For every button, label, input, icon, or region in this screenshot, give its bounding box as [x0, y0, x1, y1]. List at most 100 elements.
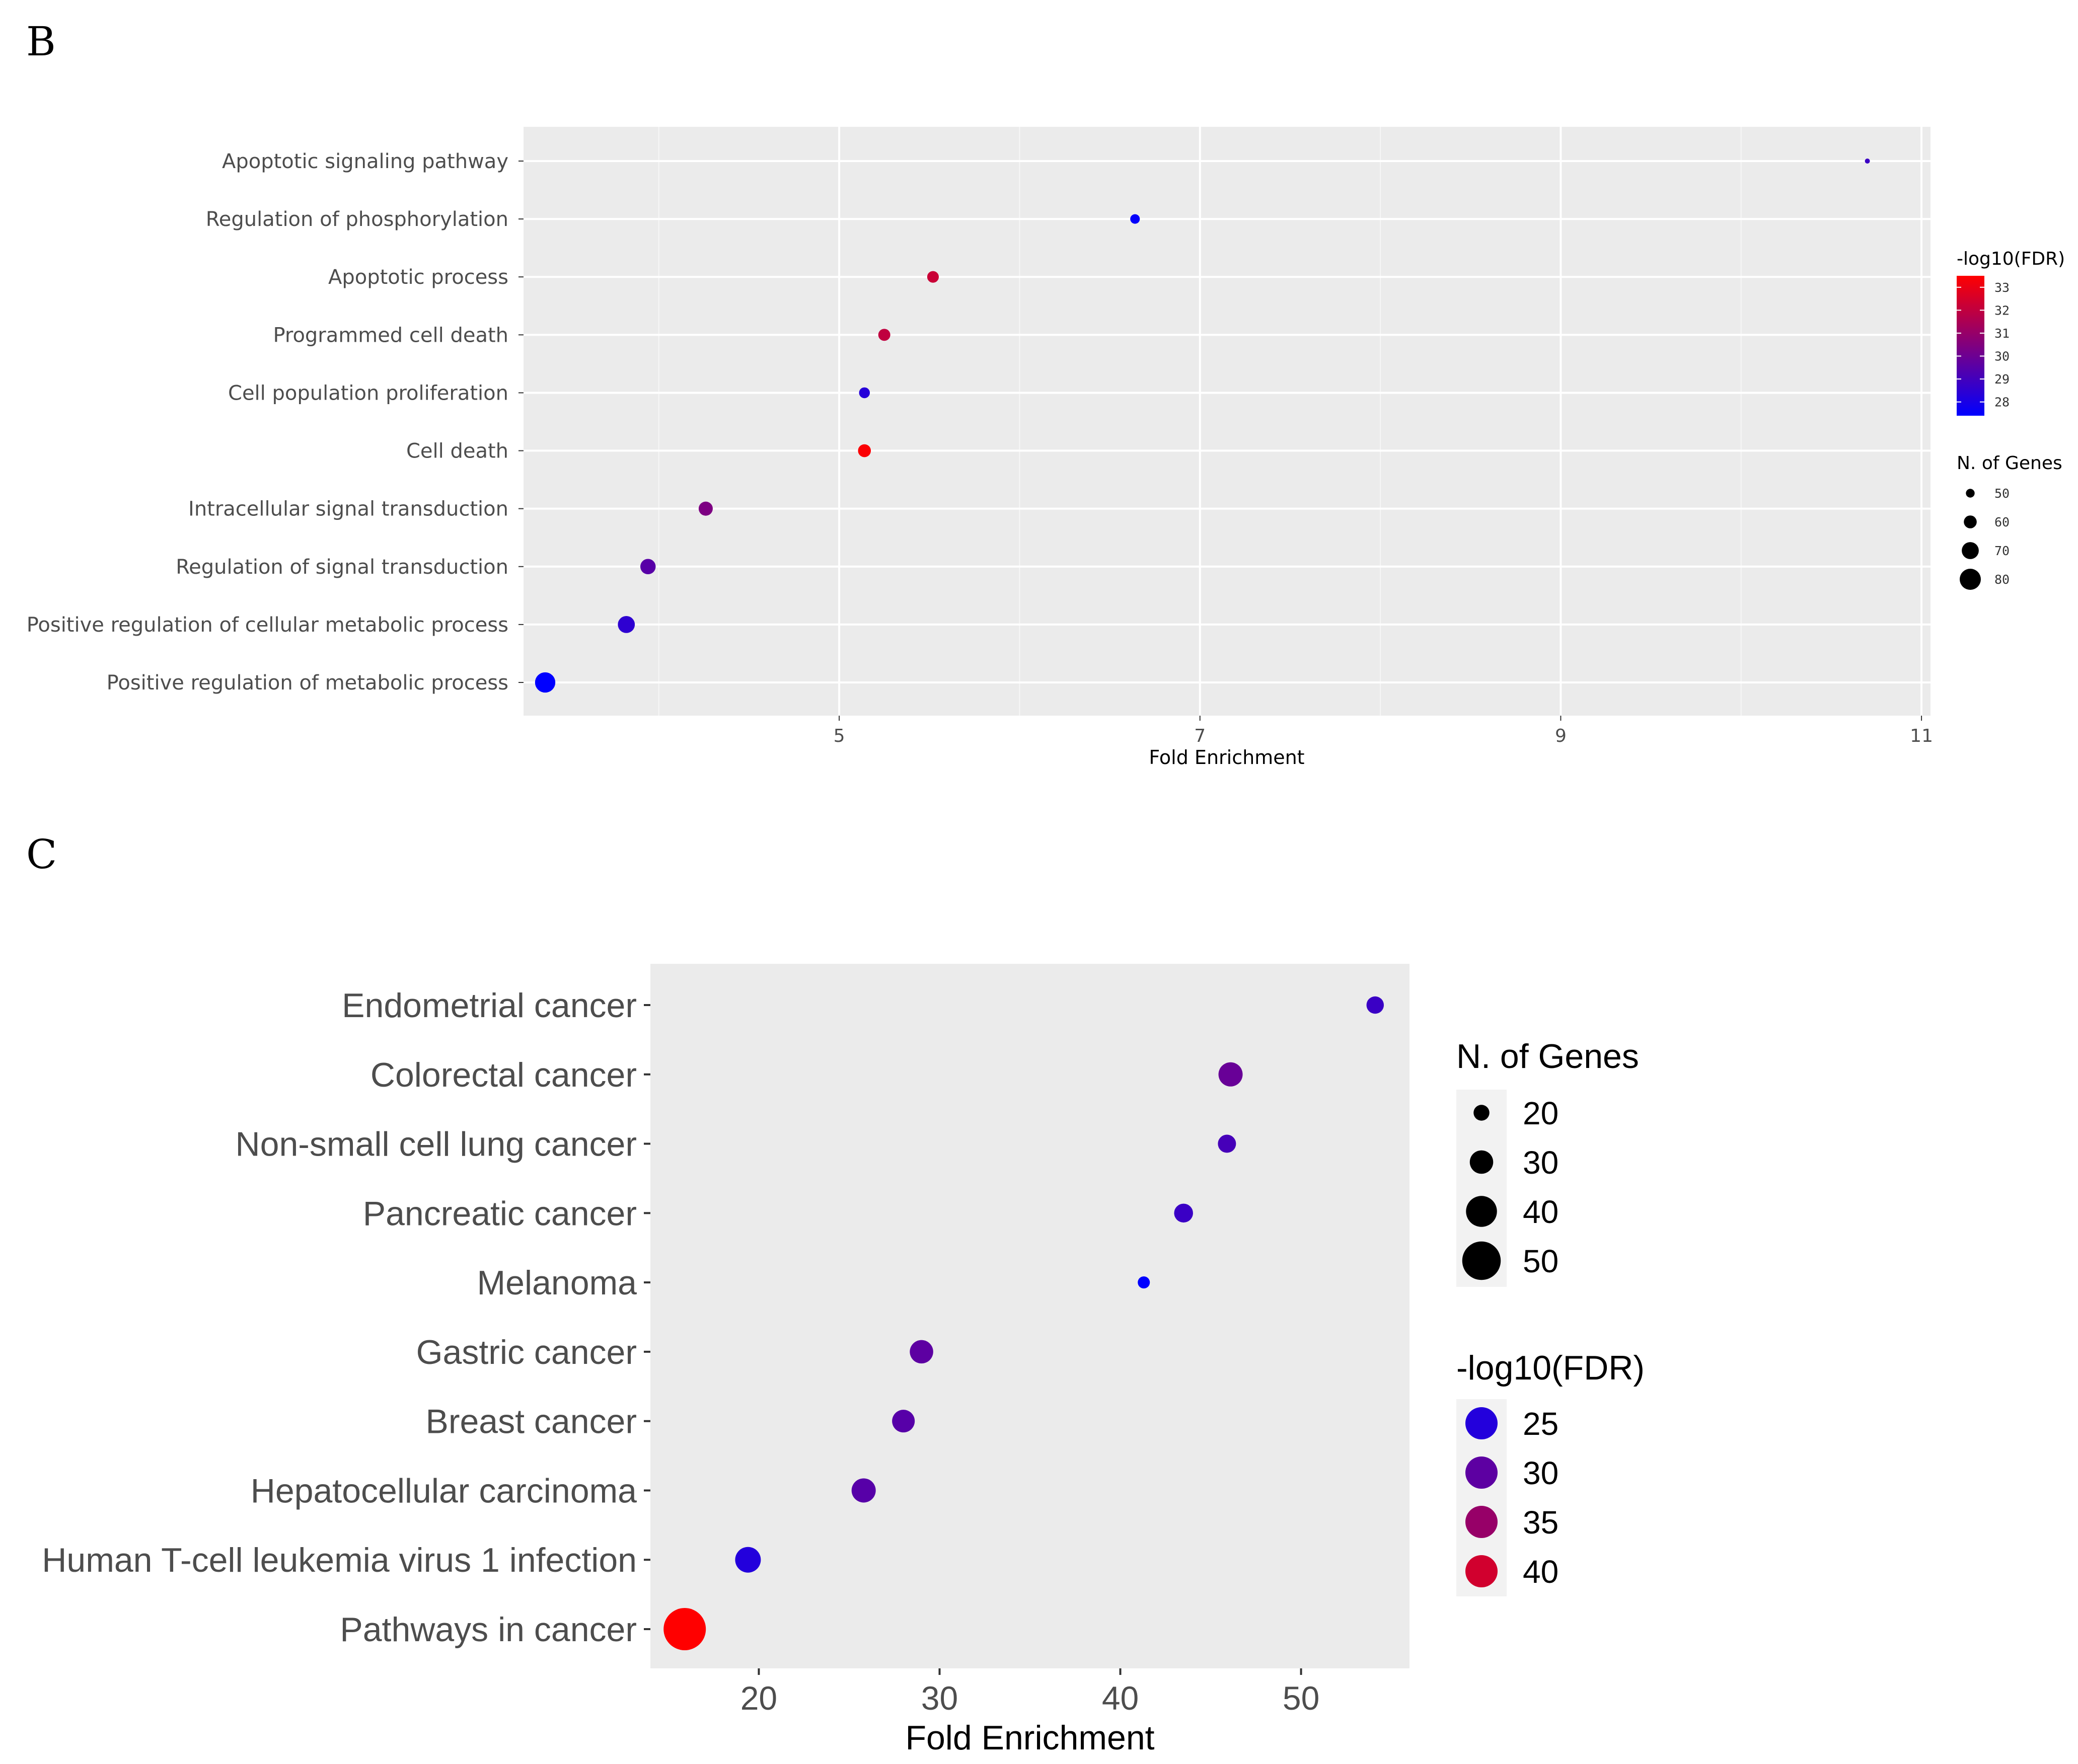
- chart-c-x-tick-label: 30: [921, 1679, 958, 1717]
- chart-b-color-legend-title: -log10(FDR): [1957, 249, 2065, 269]
- chart-c-point-non-small-cell-lung-cancer: [1218, 1134, 1236, 1153]
- chart-b-gridlines: [524, 127, 1931, 716]
- chart-b-point-cell-population-proliferation: [859, 387, 870, 399]
- chart-b-size-legend: 50 60 70 80: [1960, 486, 2010, 590]
- chart-c-point-endometrial-cancer: [1366, 996, 1384, 1014]
- chart-c-x-axis: 20 30 40 50: [740, 1668, 1319, 1717]
- chart-c-color-legend-dot: [1465, 1407, 1498, 1439]
- chart-c: Endometrial cancer Colorectal cancer Non-s…: [42, 964, 1645, 1757]
- chart-c-size-legend-dot: [1466, 1196, 1497, 1227]
- chart-b-legend: -log10(FDR) 33 32 31 30 29 28 N. of Genes 50 6…: [1957, 249, 2065, 590]
- chart-b-colorbar-label: 28: [1994, 395, 2010, 410]
- chart-c-category-label-colorectal-cancer: Colorectal cancer: [370, 1056, 637, 1094]
- chart-c-y-axis: Endometrial cancer Colorectal cancer Non-s…: [42, 986, 650, 1649]
- panel-b-label: B: [26, 18, 56, 65]
- chart-c-size-legend-dot: [1469, 1150, 1494, 1174]
- chart-b-category-label-cell-death: Cell death: [406, 440, 508, 463]
- chart-c-category-label-hepatocellular-carcinoma: Hepatocellular carcinoma: [251, 1472, 637, 1510]
- chart-c-category-label-pathways-in-cancer: Pathways in cancer: [340, 1610, 637, 1649]
- chart-b-point-regulation-of-signal-transduction: [640, 559, 656, 575]
- chart-b-colorbar-label: 32: [1994, 303, 2010, 318]
- chart-b-points: [535, 159, 1870, 693]
- chart-c-category-label-gastric-cancer: Gastric cancer: [416, 1333, 637, 1371]
- chart-c-x-tick-label: 40: [1102, 1679, 1139, 1717]
- chart-b-colorbar-label: 30: [1994, 349, 2010, 364]
- panel-c-label: C: [26, 831, 57, 878]
- chart-b-plot-background: [524, 127, 1931, 716]
- chart-b-size-legend-dot: [1964, 515, 1977, 528]
- chart-b-x-axis: 5 7 9 11: [834, 716, 1933, 746]
- chart-c-point-breast-cancer: [892, 1410, 915, 1433]
- chart-c-category-label-human-t-cell-leukemia-virus-1-infection: Human T-cell leukemia virus 1 infection: [42, 1541, 637, 1579]
- chart-b-point-apoptotic-signaling-pathway: [1865, 159, 1870, 164]
- chart-b-x-tick-label: 11: [1910, 726, 1933, 746]
- chart-b-size-legend-label: 70: [1994, 544, 2010, 558]
- chart-c-x-tick-label: 50: [1283, 1679, 1319, 1717]
- chart-c-category-label-endometrial-cancer: Endometrial cancer: [342, 986, 637, 1025]
- chart-b-point-cell-death: [858, 444, 871, 457]
- chart-b: Apoptotic signaling pathway Regulation of…: [27, 127, 2065, 769]
- chart-c-x-tick-label: 20: [740, 1679, 777, 1717]
- chart-c-plot-background: [650, 964, 1409, 1668]
- chart-b-point-regulation-of-phosphorylation: [1130, 214, 1140, 224]
- chart-c-point-melanoma: [1138, 1276, 1150, 1289]
- chart-b-category-label-regulation-of-phosphorylation: Regulation of phosphorylation: [206, 208, 508, 231]
- chart-c-category-label-pancreatic-cancer: Pancreatic cancer: [363, 1194, 637, 1233]
- chart-c-size-legend-label: 50: [1523, 1243, 1558, 1279]
- chart-c-x-axis-title: Fold Enrichment: [905, 1719, 1154, 1757]
- chart-c-category-label-non-small-cell-lung-cancer: Non-small cell lung cancer: [236, 1125, 637, 1164]
- chart-b-point-positive-regulation-of-metabolic-process: [535, 672, 556, 693]
- chart-b-x-tick-label: 9: [1555, 726, 1567, 746]
- chart-c-color-legend-dot: [1465, 1456, 1498, 1489]
- chart-c-color-legend-label: 40: [1523, 1554, 1558, 1590]
- chart-c-size-legend-label: 20: [1523, 1095, 1558, 1131]
- chart-b-category-label-regulation-of-signal-transduction: Regulation of signal transduction: [176, 556, 508, 579]
- chart-c-category-label-melanoma: Melanoma: [477, 1264, 637, 1302]
- chart-c-point-gastric-cancer: [910, 1340, 933, 1364]
- chart-b-size-legend-dot: [1966, 489, 1975, 498]
- chart-b-colorbar-ticks: 33 32 31 30 29 28: [1957, 280, 2010, 410]
- chart-b-category-label-programmed-cell-death: Programmed cell death: [273, 324, 508, 347]
- chart-b-colorbar-label: 29: [1994, 372, 2010, 387]
- chart-c-color-legend-dot: [1465, 1555, 1498, 1587]
- chart-c-point-pancreatic-cancer: [1174, 1203, 1193, 1223]
- chart-c-size-legend: 20 30 40 50: [1456, 1090, 1558, 1287]
- chart-b-category-label-intracellular-signal-transduction: Intracellular signal transduction: [188, 498, 508, 521]
- chart-b-point-positive-regulation-of-cellular-metabolic-process: [618, 616, 635, 633]
- chart-b-point-intracellular-signal-transduction: [698, 501, 713, 516]
- chart-c-color-legend-label: 35: [1523, 1504, 1558, 1541]
- chart-c-size-legend-label: 40: [1523, 1194, 1558, 1230]
- chart-c-size-legend-label: 30: [1523, 1144, 1558, 1181]
- chart-b-category-label-positive-regulation-of-metabolic-process: Positive regulation of metabolic process: [107, 671, 508, 695]
- chart-b-size-legend-title: N. of Genes: [1957, 453, 2062, 474]
- chart-b-point-apoptotic-process: [927, 271, 939, 283]
- chart-b-x-axis-title: Fold Enrichment: [1149, 746, 1304, 769]
- chart-b-size-legend-dot: [1960, 569, 1981, 590]
- chart-b-color-legend-colorbar: [1957, 276, 1984, 416]
- chart-c-color-legend-dot: [1465, 1506, 1498, 1538]
- chart-b-x-tick-label: 5: [834, 726, 845, 746]
- chart-c-size-legend-title: N. of Genes: [1456, 1037, 1639, 1076]
- chart-b-size-legend-label: 60: [1994, 515, 2010, 529]
- chart-c-color-legend-title: -log10(FDR): [1456, 1349, 1645, 1387]
- chart-b-colorbar-label: 31: [1994, 326, 2010, 341]
- chart-c-size-legend-dot: [1462, 1241, 1501, 1280]
- chart-c-point-colorectal-cancer: [1218, 1062, 1243, 1087]
- chart-b-category-label-positive-regulation-of-cellular-metabolic-process: Positive regulation of cellular metaboli…: [27, 613, 508, 637]
- chart-b-x-tick-label: 7: [1194, 726, 1206, 746]
- chart-c-size-legend-dot: [1473, 1105, 1490, 1121]
- chart-b-size-legend-dot: [1962, 542, 1979, 559]
- chart-b-size-legend-label: 80: [1994, 572, 2010, 587]
- chart-b-colorbar-label: 33: [1994, 280, 2010, 295]
- chart-c-points: [663, 996, 1384, 1650]
- chart-c-point-human-t-cell-leukemia-virus-1-infection: [735, 1547, 761, 1573]
- chart-c-color-legend-label: 30: [1523, 1455, 1558, 1491]
- chart-b-category-label-cell-population-proliferation: Cell population proliferation: [228, 381, 508, 405]
- chart-c-color-legend-label: 25: [1523, 1406, 1558, 1442]
- chart-c-point-pathways-in-cancer: [663, 1608, 706, 1650]
- chart-b-size-legend-label: 50: [1994, 486, 2010, 501]
- chart-b-category-label-apoptotic-signaling-pathway: Apoptotic signaling pathway: [222, 150, 508, 173]
- chart-c-point-hepatocellular-carcinoma: [851, 1478, 876, 1503]
- chart-b-y-axis: Apoptotic signaling pathway Regulation of…: [27, 150, 524, 695]
